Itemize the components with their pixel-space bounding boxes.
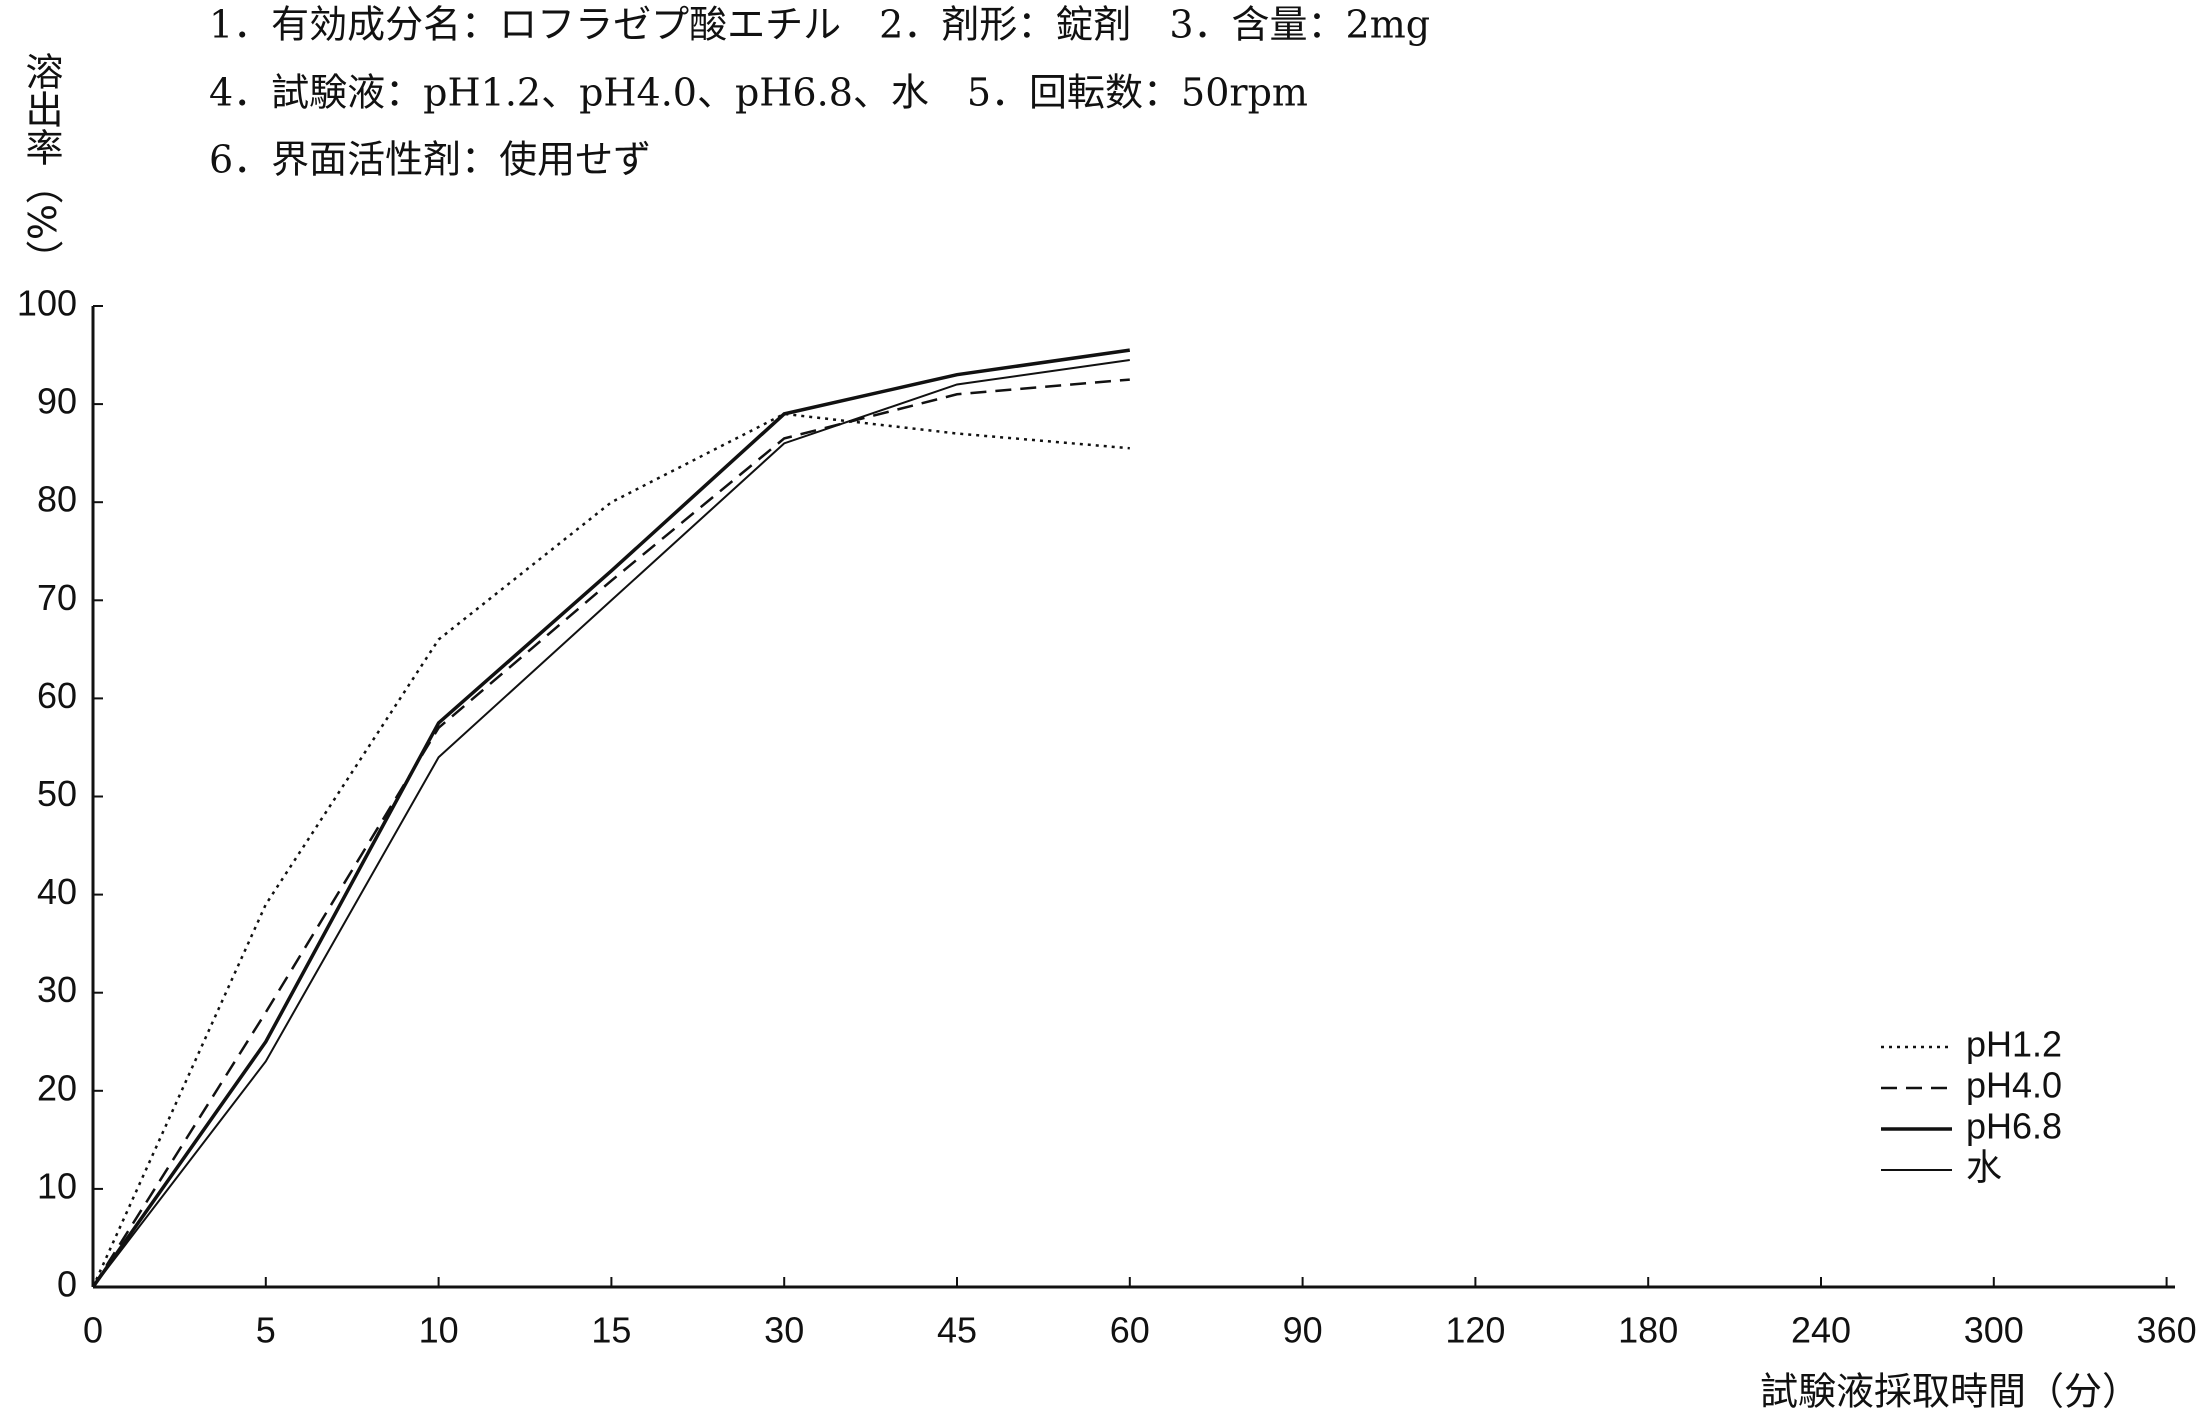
x-tick-label: 90	[1283, 1310, 1323, 1351]
x-tick-label: 45	[937, 1310, 977, 1351]
x-tick-label: 0	[83, 1310, 103, 1351]
series-line	[91, 378, 1130, 1288]
x-tick-label: 15	[591, 1310, 631, 1351]
x-tick-label: 240	[1791, 1310, 1851, 1351]
series-line	[92, 358, 1130, 1288]
series-line	[91, 412, 1130, 1288]
legend-label: pH6.8	[1966, 1106, 2062, 1147]
x-axis-label: 試験液採取時間（分）	[1760, 1370, 2140, 1414]
x-tick-label: 180	[1618, 1310, 1678, 1351]
legend-label: pH4.0	[1966, 1065, 2062, 1106]
x-tick-label: 360	[2137, 1310, 2197, 1351]
y-axis-label: 溶出率（%）	[19, 52, 63, 279]
x-tick-label: 60	[1110, 1310, 1150, 1351]
y-tick-label: 10	[37, 1165, 77, 1206]
legend-label: 水	[1966, 1147, 2002, 1188]
annotation: 4．試験液：pH1.2、pH4.0、pH6.8、水 5．回転数：50rpm	[209, 71, 1308, 115]
y-tick-label: 20	[37, 1067, 77, 1108]
y-tick-label: 60	[37, 675, 77, 716]
y-tick-label: 50	[37, 773, 77, 814]
annotation: 6．界面活性剤：使用せず	[209, 138, 651, 182]
series-line	[91, 348, 1131, 1289]
x-tick-label: 300	[1964, 1310, 2024, 1351]
y-tick-label: 0	[57, 1264, 77, 1305]
y-tick-label: 70	[37, 577, 77, 618]
y-tick-label: 40	[37, 871, 77, 912]
x-tick-label: 5	[256, 1310, 276, 1351]
legend-label: pH1.2	[1966, 1024, 2062, 1065]
x-tick-label: 30	[764, 1310, 804, 1351]
x-tick-label: 120	[1445, 1310, 1505, 1351]
y-tick-label: 30	[37, 969, 77, 1010]
y-tick-label: 80	[37, 479, 77, 520]
y-tick-label: 100	[17, 283, 77, 324]
annotation: 1．有効成分名：ロフラゼプ酸エチル 2．剤形：錠剤 3．含量：2mg	[209, 3, 1430, 47]
y-tick-label: 90	[37, 381, 77, 422]
x-tick-label: 10	[419, 1310, 459, 1351]
